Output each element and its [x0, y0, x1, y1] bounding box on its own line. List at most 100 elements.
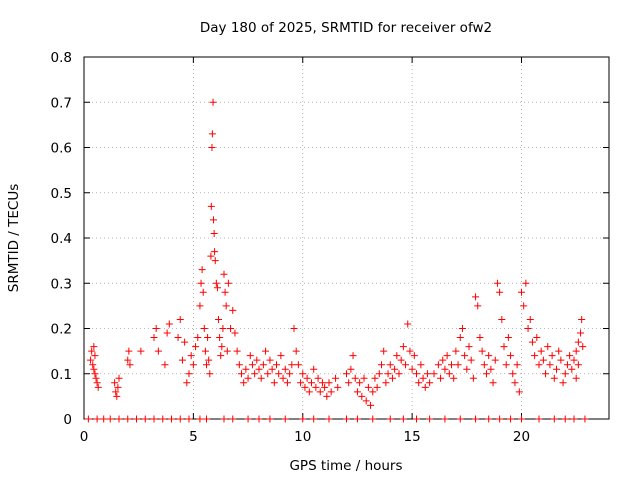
data-point: [369, 415, 377, 423]
data-point: [264, 370, 272, 378]
data-point: [386, 361, 394, 369]
y-tick-label: 0.5: [51, 186, 72, 202]
data-point: [220, 415, 228, 423]
data-point: [572, 374, 580, 382]
data-point: [461, 352, 469, 360]
data-point: [178, 356, 186, 364]
data-point: [579, 343, 587, 351]
data-point: [507, 415, 515, 423]
data-point: [487, 365, 495, 373]
data-point: [388, 374, 396, 382]
y-tick-label: 0.1: [51, 367, 72, 383]
x-axis-ticks: 0 5 10 15 20: [80, 57, 530, 445]
data-point: [531, 352, 539, 360]
data-point: [356, 379, 364, 387]
data-point: [463, 365, 471, 373]
data-point: [165, 320, 173, 328]
data-point: [197, 279, 205, 287]
data-point: [141, 415, 149, 423]
data-point: [273, 361, 280, 369]
data-point: [491, 356, 499, 364]
data-point: [404, 320, 412, 328]
data-point: [518, 415, 525, 423]
data-point: [224, 279, 232, 287]
data-point: [283, 379, 291, 387]
data-point: [548, 352, 556, 360]
data-point: [257, 374, 265, 382]
data-point: [410, 352, 418, 360]
data-point: [391, 365, 399, 373]
data-point: [472, 415, 480, 423]
data-point: [111, 379, 119, 387]
data-point: [568, 365, 576, 373]
data-point: [395, 370, 403, 378]
data-point: [434, 361, 442, 369]
data-point: [154, 347, 162, 355]
data-point: [196, 415, 204, 423]
data-point: [402, 361, 410, 369]
data-point: [93, 415, 101, 423]
data-point: [415, 379, 423, 387]
data-point: [489, 379, 497, 387]
data-point: [450, 374, 458, 382]
data-point: [314, 374, 322, 382]
data-point: [421, 383, 429, 391]
data-point: [137, 347, 145, 355]
data-points: [84, 98, 589, 423]
data-point: [310, 415, 318, 423]
data-point: [238, 370, 245, 378]
data-point: [231, 329, 239, 337]
data-point: [406, 347, 414, 355]
data-point: [561, 370, 569, 378]
y-axis-ticks: 0 0.1 0.2 0.3 0.4 0.5 0.6 0.7 0.8: [51, 50, 609, 428]
data-point: [323, 392, 331, 400]
x-tick-label: 0: [80, 429, 89, 445]
x-tick-label: 10: [294, 429, 311, 445]
data-point: [90, 365, 98, 373]
data-point: [208, 144, 216, 151]
data-point: [199, 288, 207, 296]
data-point: [204, 334, 212, 342]
data-point: [205, 356, 213, 364]
data-point: [209, 98, 217, 106]
data-point: [504, 334, 512, 342]
data-point: [310, 365, 318, 373]
data-point: [262, 347, 270, 355]
data-point: [299, 370, 307, 378]
data-point: [581, 415, 589, 423]
data-point: [93, 379, 101, 387]
data-point: [351, 374, 359, 382]
data-point: [550, 374, 558, 382]
data-point: [187, 352, 195, 360]
data-point: [496, 288, 504, 296]
data-point: [275, 370, 283, 378]
data-point: [426, 415, 434, 423]
data-point: [439, 356, 447, 364]
data-point: [91, 370, 99, 378]
data-point: [90, 343, 98, 351]
data-point: [211, 257, 219, 265]
data-point: [150, 415, 158, 423]
y-tick-label: 0.7: [51, 95, 72, 111]
x-axis-label: GPS time / hours: [289, 458, 402, 474]
data-point: [373, 383, 381, 391]
data-point: [207, 202, 215, 210]
data-point: [493, 279, 501, 287]
data-point: [227, 325, 235, 332]
data-point: [192, 343, 200, 351]
data-point: [200, 325, 208, 332]
x-tick-label: 5: [189, 429, 198, 445]
data-point: [277, 352, 285, 360]
data-point: [369, 388, 377, 396]
data-point: [305, 388, 313, 396]
data-point: [448, 361, 455, 369]
data-point: [555, 347, 563, 355]
data-point: [84, 415, 92, 423]
data-point: [445, 370, 453, 378]
data-point: [220, 270, 228, 278]
data-point: [546, 361, 554, 369]
data-point: [268, 365, 276, 373]
data-point: [524, 325, 532, 332]
data-point: [347, 365, 355, 373]
